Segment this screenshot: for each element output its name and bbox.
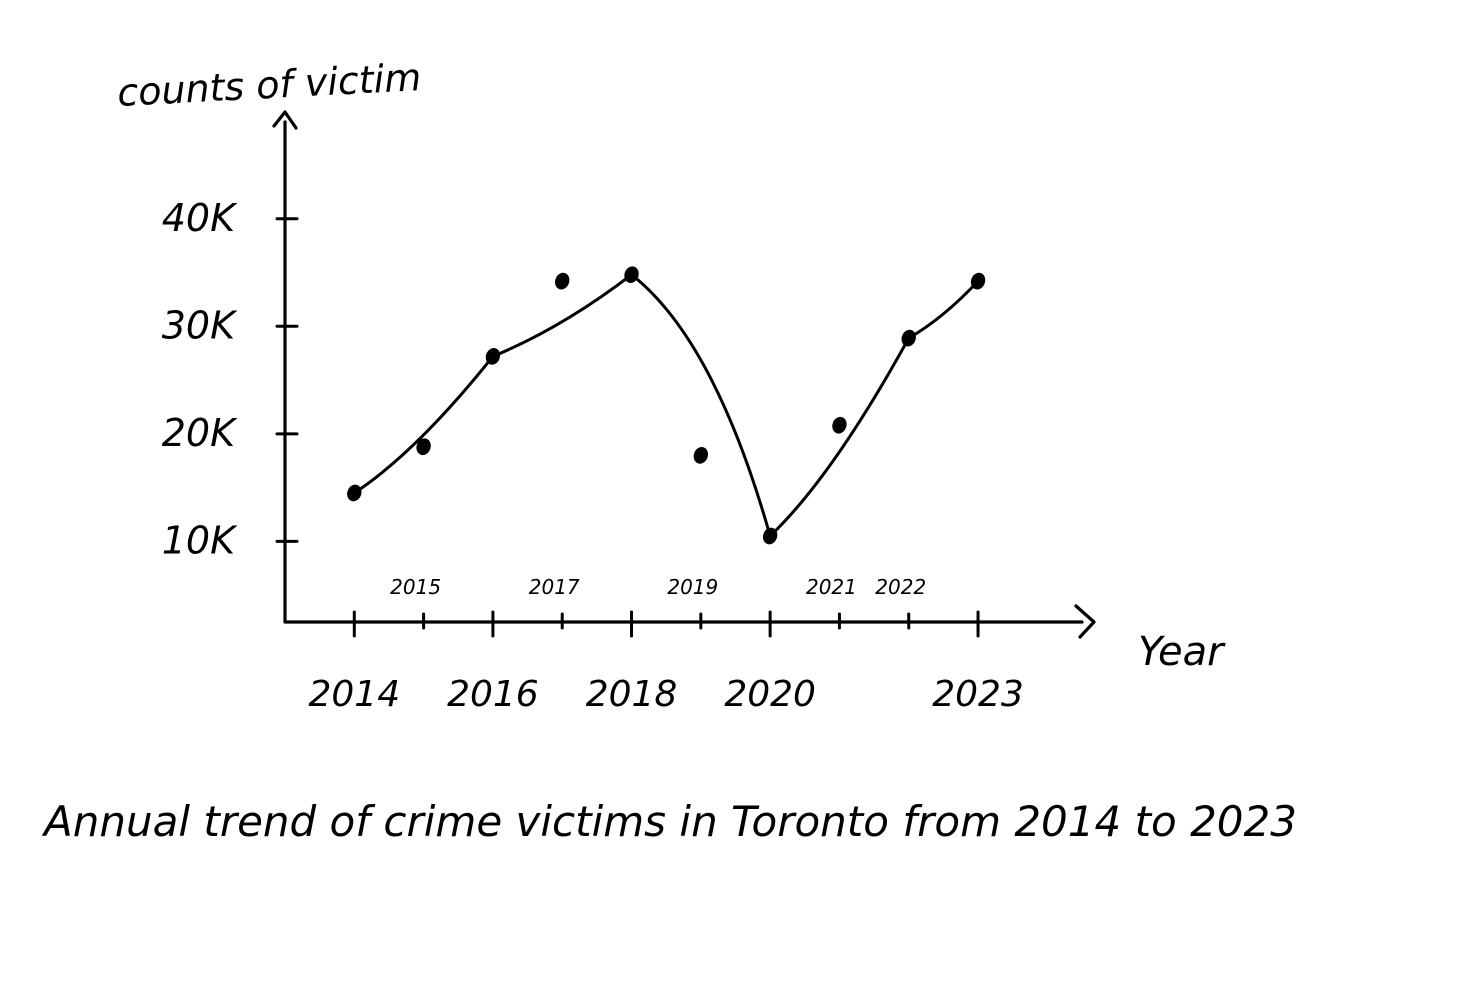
y-tick-label: 30K: [162, 303, 238, 347]
y-tick-label: 40K: [162, 196, 238, 240]
y-axis-ticks: 10K 20K 30K 40K: [162, 196, 299, 562]
data-point: [832, 416, 847, 434]
y-axis-title: counts of victim: [116, 55, 422, 115]
x-major-tick-label: 2018: [586, 674, 678, 715]
trend-line: [352, 273, 980, 538]
data-point: [416, 438, 431, 456]
x-minor-tick-label: 2017: [529, 575, 580, 599]
axes: [272, 110, 1096, 639]
y-tick-label: 10K: [162, 518, 238, 562]
axis-lines: [283, 120, 1084, 624]
data-point: [485, 348, 501, 365]
chart-title: Annual trend of crime victims in Toronto…: [41, 797, 1297, 846]
data-point: [762, 527, 778, 545]
x-minor-tick-label: 2022: [875, 575, 926, 599]
x-major-tick-label: 2020: [724, 674, 816, 715]
x-axis-arrow: [1074, 604, 1096, 639]
x-major-tick-label: 2016: [447, 674, 539, 715]
x-minor-tick-label: 2021: [806, 575, 857, 599]
x-minor-tick-label: 2015: [390, 575, 441, 599]
x-axis-ticks: 2014 2016 2018 2020 2023 2015 2017 2019 2021 2022: [308, 575, 1023, 715]
data-point: [901, 329, 916, 347]
data-point: [970, 272, 986, 290]
trend-lines: [352, 273, 980, 538]
data-points: [347, 266, 986, 545]
data-point: [347, 484, 362, 502]
x-minor-tick-label: 2019: [667, 575, 718, 599]
x-major-tick-label: 2023: [932, 674, 1024, 715]
data-point: [624, 266, 639, 284]
y-tick-label: 20K: [162, 411, 238, 455]
data-point: [555, 272, 570, 290]
data-point: [693, 446, 709, 464]
x-major-tick-label: 2014: [308, 674, 400, 715]
y-axis-arrow: [272, 110, 298, 130]
x-axis-title: Year: [1138, 629, 1226, 675]
